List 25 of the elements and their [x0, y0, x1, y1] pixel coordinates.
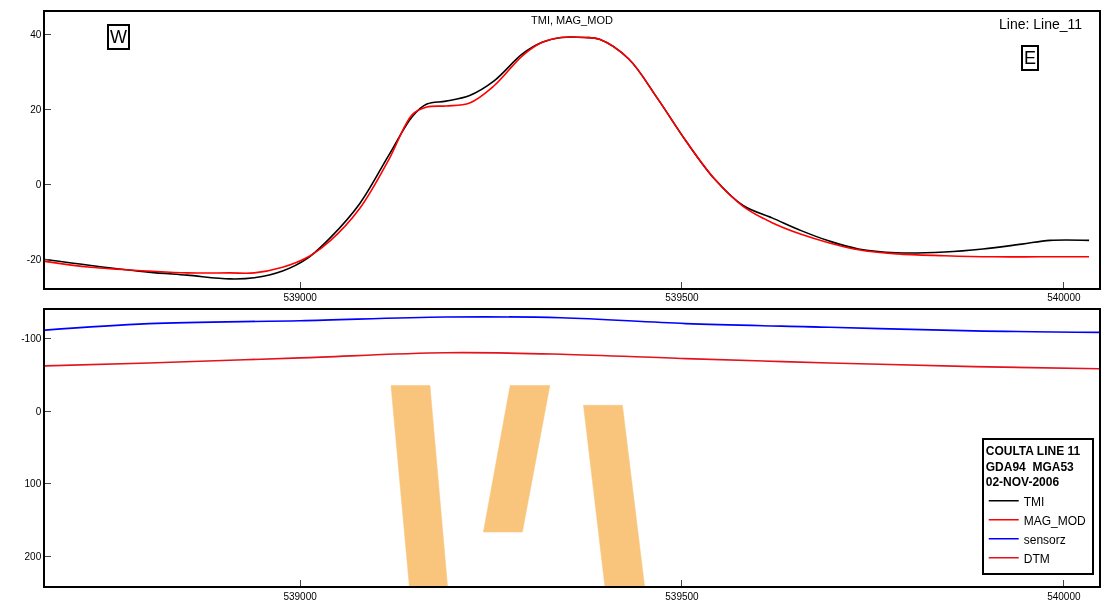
legend-label: MAG_MOD	[1023, 513, 1087, 528]
legend-label: TMI	[1023, 494, 1045, 509]
x-tick-label: 539500	[665, 590, 700, 602]
y-tick-label: 20	[30, 103, 42, 115]
x-tick-label: 540000	[1047, 590, 1081, 602]
x-tick-label: 539000	[283, 292, 318, 304]
chart-title: TMI, MAG_MOD	[531, 14, 613, 26]
legend-title: COULTA LINE 11 GDA94 MGA53 02-NOV-2006	[985, 444, 1081, 490]
x-tick-label: 539000	[283, 590, 318, 602]
line-series	[45, 316, 1099, 334]
x-tick-label: 540000	[1047, 292, 1081, 304]
y-tick-label: 0	[35, 178, 42, 190]
annotation: E	[1024, 48, 1037, 68]
annotation: W	[110, 27, 127, 47]
line-series	[45, 351, 1099, 370]
y-tick-label: 100	[24, 478, 42, 490]
x-tick-label: 539500	[665, 292, 700, 304]
y-tick-label: 0	[35, 405, 42, 417]
legend-label: sensorz	[1023, 532, 1066, 547]
y-tick-label: -20	[26, 253, 42, 265]
y-tick-label: -100	[21, 332, 42, 344]
annotation: Line: Line_11	[999, 16, 1083, 32]
y-tick-label: 40	[30, 28, 42, 40]
legend-label: DTM	[1023, 551, 1050, 566]
y-tick-label: 200	[24, 551, 42, 563]
